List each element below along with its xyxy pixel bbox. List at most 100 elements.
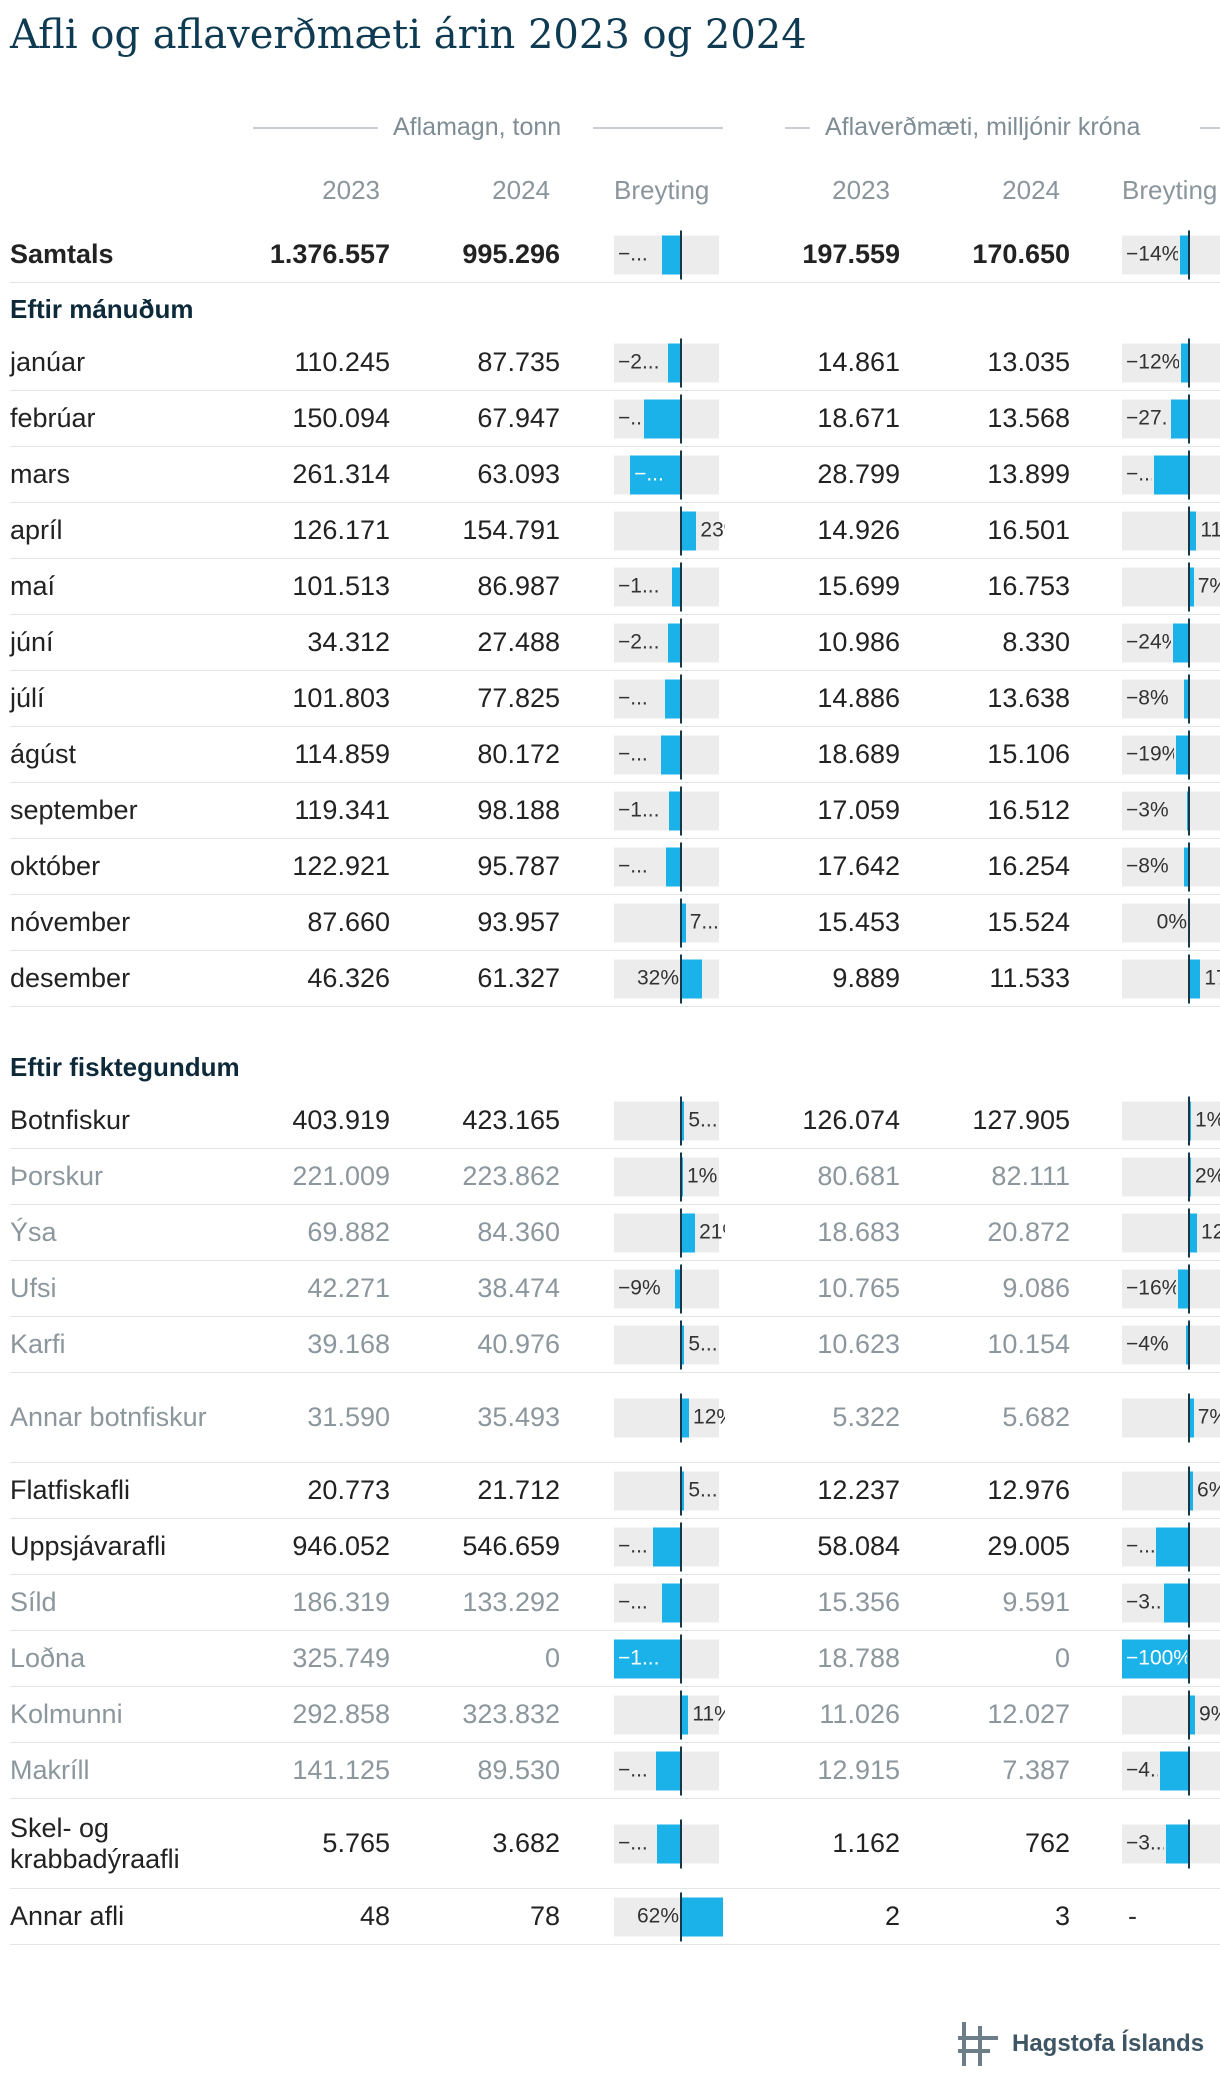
value-change-fill	[1189, 1398, 1194, 1437]
row-label: Uppsjávarafli	[10, 1531, 167, 1561]
quantity-2023-value: 48	[359, 1901, 390, 1931]
quantity-change-track	[614, 567, 719, 606]
quantity-change-bar: −...	[614, 674, 725, 723]
value-change-fill	[1189, 1471, 1194, 1510]
row-label: ágúst	[10, 739, 77, 769]
quantity-zero-axis	[680, 1819, 682, 1868]
value-change-bar: −8%	[1122, 674, 1220, 723]
quantity-change-label: −...	[618, 742, 648, 766]
value-zero-axis	[1188, 1819, 1190, 1868]
value-change-bar: −100%	[1122, 1634, 1220, 1683]
row-label: febrúar	[10, 403, 96, 433]
quantity-2023-value: 46.326	[307, 963, 390, 993]
row-label: Botnfiskur	[10, 1105, 131, 1135]
value-change-bar: −4%	[1122, 1320, 1220, 1369]
quantity-2024-value: 3.682	[492, 1828, 560, 1858]
hagstofa-logo-text: Hagstofa Íslands	[1012, 2030, 1205, 2057]
quantity-zero-axis	[680, 674, 682, 723]
value-change-track	[1122, 679, 1220, 718]
value-zero-axis	[1188, 1208, 1190, 1257]
quantity-change-label: 11%	[692, 1702, 725, 1726]
value-zero-axis	[1188, 898, 1190, 947]
quantity-change-fill	[630, 455, 681, 494]
quantity-2023-value: 87.660	[307, 907, 390, 937]
quantity-2024-value: 84.360	[477, 1217, 560, 1247]
quantity-2024-value: 133.292	[462, 1587, 560, 1617]
quantity-2023-value: 101.803	[292, 683, 390, 713]
quantity-change-label: 32%	[636, 966, 679, 990]
hagstofa-logo-icon	[958, 2022, 998, 2066]
quantity-change-label: −1...	[618, 798, 660, 822]
table-row: Makríll 141.125 89.530 12.915 7.387 −... −4...	[10, 1743, 1220, 1799]
quantity-change-bar: −1...	[614, 1634, 725, 1683]
table-row: Annar afli 48 78 2 3 62% -	[10, 1889, 1220, 1945]
quantity-change-bar: 5...	[614, 1096, 725, 1145]
value-change-track	[1122, 1695, 1220, 1734]
quantity-2023-value: 31.590	[307, 1402, 390, 1432]
quantity-2024-value: 995.296	[462, 239, 560, 269]
row-label: Makríll	[10, 1755, 90, 1785]
value-2023-value: 14.886	[817, 683, 900, 713]
value-change-label: −100%	[1126, 1646, 1187, 1670]
value-change-label: 6%	[1197, 1478, 1220, 1502]
value-2023-value: 126.074	[802, 1105, 900, 1135]
table-row: mars 261.314 63.093 28.799 13.899 −... −...	[10, 447, 1220, 503]
quantity-2023-value: 110.245	[294, 347, 390, 377]
quantity-change-fill	[662, 1583, 681, 1622]
quantity-2023-value: 150.094	[292, 403, 390, 433]
quantity-change-label: −2...	[618, 350, 660, 374]
value-group-header: Aflaverðmæti, milljónir króna	[785, 110, 1220, 146]
value-change-label: −4...	[1126, 1758, 1158, 1782]
value-change-fill	[1189, 511, 1197, 550]
value-2024-value: 12.027	[987, 1699, 1070, 1729]
quantity-change-fill	[681, 1157, 683, 1196]
value-zero-axis	[1188, 786, 1190, 835]
quantity-change-bar: −...	[614, 394, 725, 443]
quantity-zero-axis	[680, 338, 682, 387]
quantity-zero-axis	[680, 1320, 682, 1369]
value-2024-value: 12.976	[987, 1475, 1070, 1505]
quantity-change-fill	[614, 1639, 681, 1678]
table-row: Þorskur 221.009 223.862 80.681 82.111 1% 2%	[10, 1149, 1220, 1205]
value-change-fill	[1176, 735, 1189, 774]
value-2023-value: 17.059	[817, 795, 900, 825]
quantity-change-bar: 7...	[614, 898, 725, 947]
value-change-bar: 11%	[1122, 506, 1220, 555]
quantity-change-bar: −...	[614, 1522, 725, 1571]
quantity-2023-value: 325.749	[292, 1643, 390, 1673]
value-change-bar: 17%	[1122, 954, 1220, 1003]
quantity-2023-value: 141.125	[292, 1755, 390, 1785]
value-2024-value: 8.330	[1002, 627, 1070, 657]
quantity-change-label: 7...	[689, 910, 719, 934]
quantity-change-fill	[671, 567, 681, 606]
value-change-label: -	[1128, 1901, 1137, 1931]
table-row: ágúst 114.859 80.172 18.689 15.106 −... −19%	[10, 727, 1220, 783]
value-2023-value: 10.623	[817, 1329, 900, 1359]
quantity-change-track	[614, 1695, 719, 1734]
quantity-change-bar: −1...	[614, 562, 725, 611]
quantity-zero-axis	[680, 1096, 682, 1145]
value-2023-value: 12.237	[817, 1475, 900, 1505]
quantity-zero-axis	[680, 618, 682, 667]
value-change-track	[1122, 623, 1220, 662]
quantity-change-bar: 5...	[614, 1466, 725, 1515]
value-change-track	[1122, 235, 1220, 274]
value-change-bar: −19%	[1122, 730, 1220, 779]
value-change-label: −24%	[1126, 630, 1171, 654]
quantity-change-track	[614, 511, 719, 550]
row-label: Annar afli	[10, 1901, 125, 1931]
quantity-change-label: 62%	[636, 1904, 679, 1928]
value-change-bar: 2%	[1122, 1152, 1220, 1201]
value-change-bar: 12%	[1122, 1208, 1220, 1257]
value-change-label: 7%	[1197, 574, 1220, 598]
quantity-2024-value: 61.327	[477, 963, 560, 993]
value-change-bar: 6%	[1122, 1466, 1220, 1515]
value-change-track	[1122, 1157, 1220, 1196]
quantity-2024-value: 77.825	[477, 683, 560, 713]
value-zero-axis	[1188, 450, 1190, 499]
value-2024-value: 20.872	[987, 1217, 1070, 1247]
value-2023-value: 28.799	[817, 459, 900, 489]
value-change-bar: 0%	[1122, 898, 1220, 947]
table-row: Annar botnfiskur 31.590 35.493 5.322 5.682 12…	[10, 1373, 1220, 1463]
value-change-fill	[1155, 1527, 1189, 1566]
